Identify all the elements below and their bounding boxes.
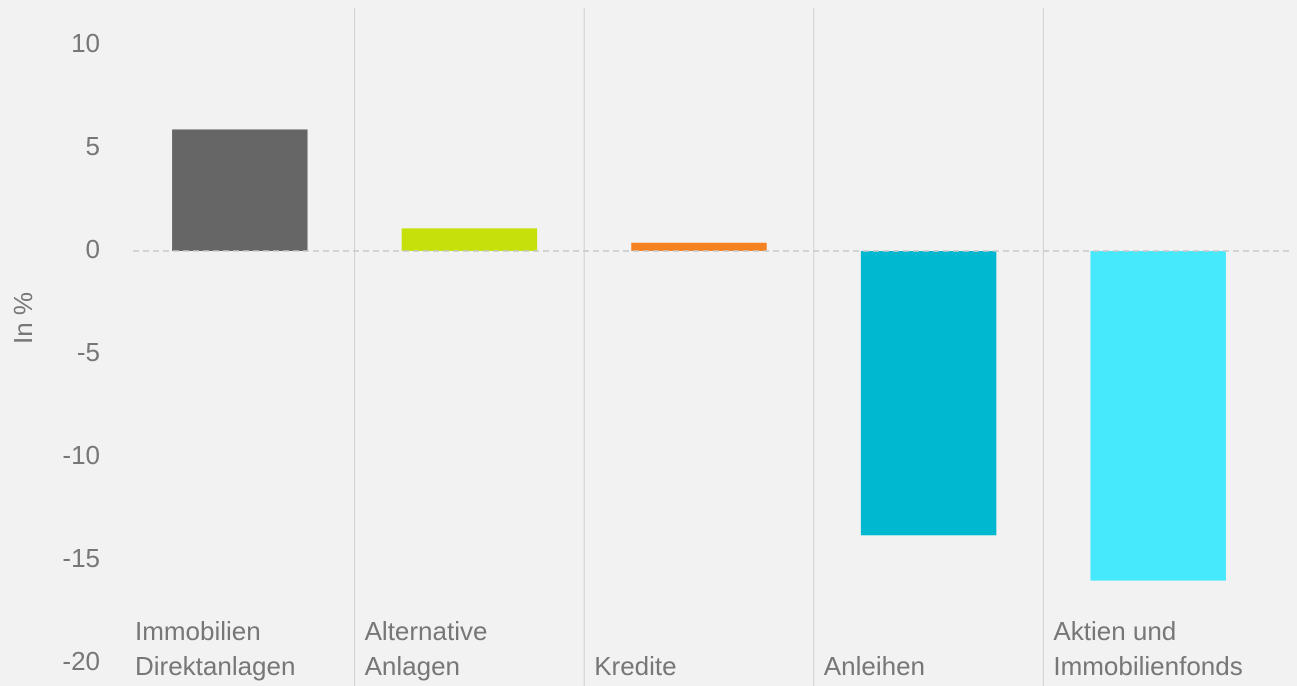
bar [172, 129, 308, 251]
bar [1090, 251, 1226, 581]
x-tick-label: Anleihen [823, 651, 925, 681]
y-tick-label: -20 [62, 646, 100, 676]
bar [401, 228, 538, 251]
y-tick-label: -15 [62, 543, 100, 573]
y-tick-label: -10 [62, 440, 100, 470]
x-tick-label: Kredite [594, 651, 677, 681]
bar [631, 242, 767, 251]
x-tick-label: Alternative Anlagen [364, 616, 488, 681]
y-tick-label: -5 [77, 337, 100, 367]
x-tick-label: Immobilien Direktanlagen [135, 616, 296, 681]
x-tick-label: Aktien und Immobilienfonds [1053, 616, 1243, 681]
y-tick-label: 0 [86, 234, 100, 264]
y-axis-title: In % [8, 292, 38, 344]
y-tick-label: 10 [71, 28, 100, 58]
bar [860, 251, 997, 536]
y-tick-label: 5 [86, 131, 100, 161]
